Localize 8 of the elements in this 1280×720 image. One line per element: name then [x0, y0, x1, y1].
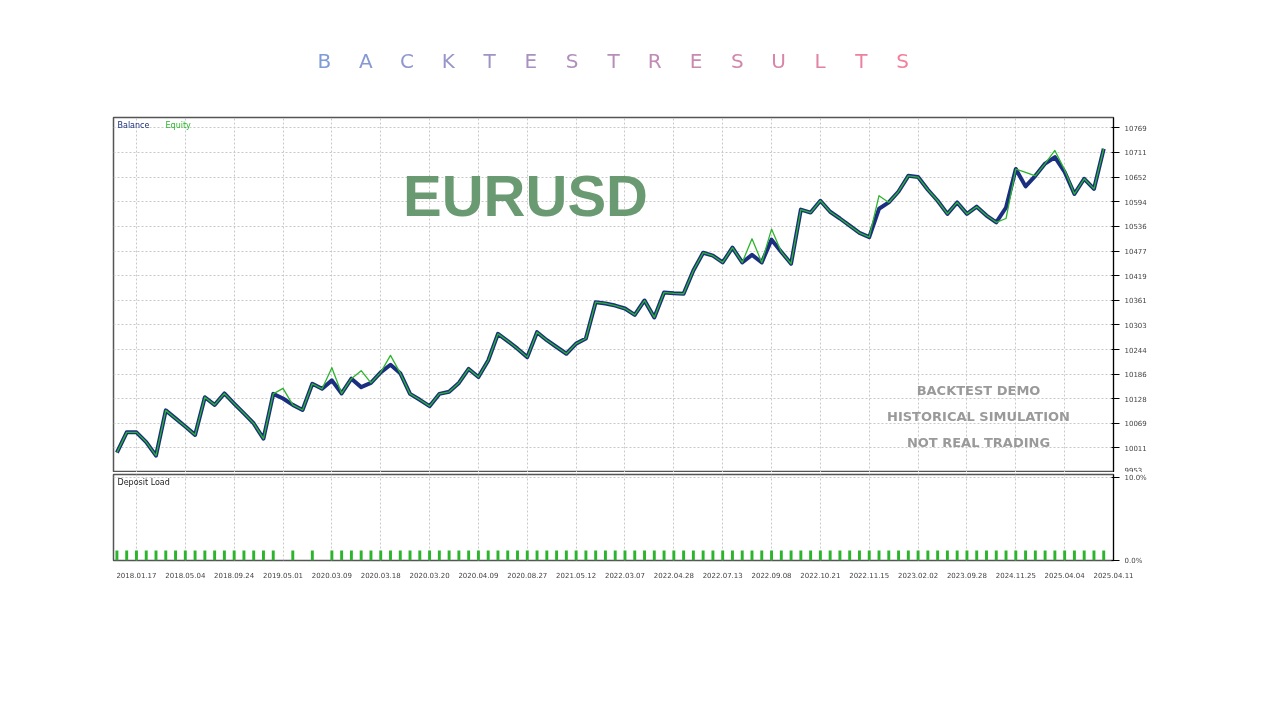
- text: Balance: [117, 120, 150, 130]
- chart-title: B A C K T E S T R E S U L T S: [317, 48, 909, 73]
- annotation: BACKTEST DEMO: [916, 383, 1041, 399]
- chart-title: Deposit Load: [117, 477, 170, 487]
- text: Equity: [165, 120, 192, 130]
- annotation: NOT REAL TRADING: [906, 435, 1051, 451]
- annotation: EURUSD: [403, 163, 648, 229]
- annotation: HISTORICAL SIMULATION: [887, 409, 1070, 425]
